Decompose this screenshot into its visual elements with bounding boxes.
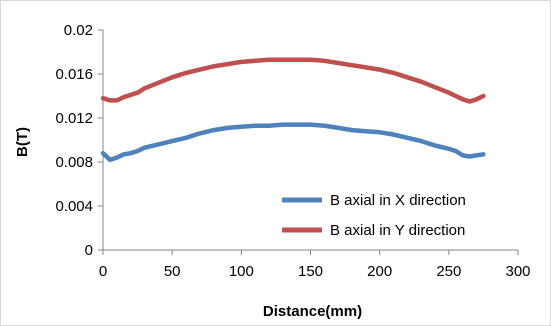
y-tick-label: 0 [85,242,93,259]
y-axis-ticks: 0 0.004 0.008 0.012 0.016 0.02 [55,22,103,259]
y-axis-title: B(T) [14,127,31,157]
x-tick-label: 50 [164,263,181,280]
x-axis-ticks: 0 50 100 150 200 250 300 [99,250,531,280]
x-tick-label: 250 [436,263,461,280]
legend: B axial in X direction B axial in Y dire… [282,192,466,239]
series-line-x-direction [100,122,486,163]
x-axis-title: Distance(mm) [263,303,362,320]
x-tick-label: 300 [505,263,530,280]
y-tick-label: 0.004 [55,198,93,215]
y-tick-label: 0.02 [64,22,93,39]
x-tick-label: 150 [298,263,323,280]
series-layer [100,57,486,163]
legend-label-y-direction: B axial in Y direction [330,222,465,239]
y-tick-label: 0.008 [55,154,93,171]
x-tick-label: 200 [367,263,392,280]
series-line-y-direction [100,57,486,104]
legend-label-x-direction: B axial in X direction [330,192,466,209]
plot-area: 0 0.004 0.008 0.012 0.016 0.02 0 50 100 150 200 25… [55,22,530,280]
x-tick-label: 0 [99,263,107,280]
x-tick-label: 100 [229,263,254,280]
y-tick-label: 0.012 [55,110,93,127]
y-tick-label: 0.016 [55,66,93,83]
